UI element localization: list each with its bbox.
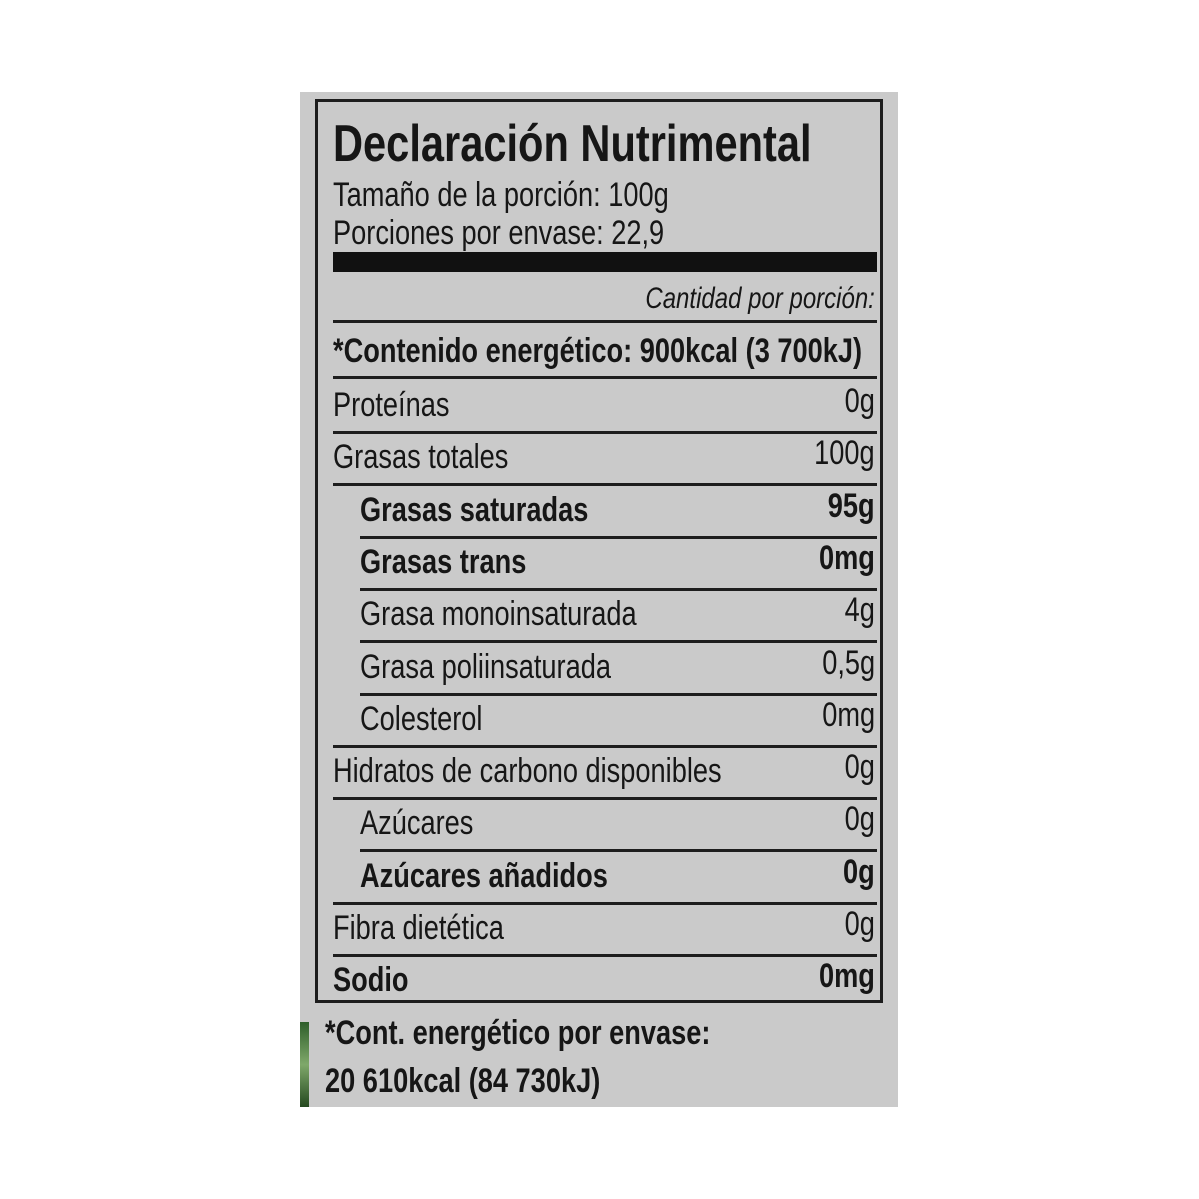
nutrient-value: 0,5g [822,643,875,682]
row-divider [333,744,877,748]
nutrient-value: 0g [844,800,875,839]
nutrient-value: 0g [844,905,875,943]
nutrient-name: Proteínas [333,386,450,424]
serving-size: Tamaño de la porción: 100g [333,176,669,214]
nutrient-name: Hidratos de carbono disponibles [333,752,722,791]
row-divider [360,849,877,853]
nutrient-name: Grasa poliinsaturada [360,647,611,686]
nutrient-name: Grasa monoinsaturada [360,595,637,634]
energy-content: *Contenido energético: 900kcal (3 700kJ) [333,332,863,370]
row-divider [333,797,877,801]
nutrient-value: 95g [828,486,875,525]
row-divider [360,640,877,644]
nutrient-name: Sodio [333,961,409,1000]
nutrition-facts-box: Declaración Nutrimental Tamaño de la por… [315,99,883,1003]
amount-per-serving: Cantidad por porción: [645,282,875,315]
nutrient-value: 0mg [819,538,875,577]
nutrient-name: Grasas saturadas [360,490,589,529]
nutrient-value: 0g [843,852,875,891]
nutrient-value: 0g [844,748,875,787]
row-divider [333,431,877,434]
row-divider [360,535,877,539]
nutrient-name: Grasas totales [333,438,509,477]
label-title: Declaración Nutrimental [333,115,812,173]
nutrient-name: Colesterol [360,699,483,738]
row-divider [333,483,877,487]
thick-divider [333,252,877,272]
nutrient-name: Azúcares [360,804,474,843]
nutrient-name: Fibra dietética [333,909,504,947]
nutrient-value: 4g [844,591,875,630]
divider [333,376,877,379]
footnote-energy-value: 20 610kcal (84 730kJ) [325,1062,601,1100]
footnote-energy-per-container: *Cont. energético por envase: [325,1014,711,1052]
nutrient-name: Azúcares añadidos [360,856,608,895]
nutrient-value: 0mg [822,695,875,734]
nutrient-name: Grasas trans [360,542,527,581]
nutrient-value: 0mg [819,957,875,996]
row-divider [360,587,877,591]
nutrient-value: 0g [844,382,875,420]
row-divider [333,954,877,957]
nutrient-value: 100g [814,434,875,473]
servings-per-container: Porciones por envase: 22,9 [333,214,665,252]
row-divider [333,901,877,905]
row-divider [360,692,877,696]
divider [333,320,877,323]
package-edge-decoration [300,1022,309,1107]
